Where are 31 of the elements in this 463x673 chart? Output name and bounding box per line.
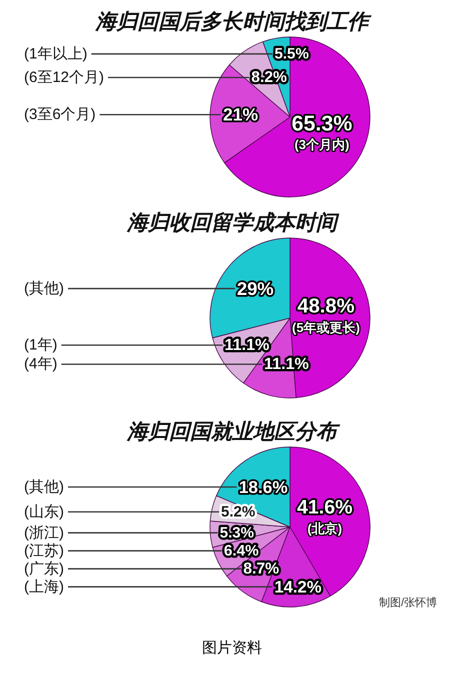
text: 制图/张怀博 [378, 596, 437, 609]
data-label: 48.8% [297, 296, 355, 318]
data-label: 29% [236, 278, 274, 300]
slice-label: (5年或更长) [292, 320, 360, 336]
chart-title: 海归回国后多长时间找到工作 [94, 10, 372, 34]
data-label: 14.2% [274, 577, 322, 596]
slice-label: (广东) [24, 560, 64, 578]
chart-title: 海归回国就业地区分布 [126, 420, 341, 444]
slice-label: (1年) [24, 336, 58, 354]
slice-label: (山东) [24, 503, 64, 520]
slice-label: (北京) [307, 521, 342, 536]
data-label: 6.4% [224, 542, 260, 560]
slice-label: (上海) [24, 578, 64, 596]
slice-label: (1年以上) [24, 45, 88, 62]
slice-label: (其他) [24, 280, 64, 298]
slice-label: (3个月内) [294, 137, 350, 152]
slice-label: (浙江) [24, 524, 64, 542]
data-label: 5.3% [220, 524, 254, 542]
text: 图片资料 [202, 640, 262, 656]
slice-label: (4年) [24, 356, 58, 373]
slice-label: (6至12个月) [24, 68, 104, 86]
slice-label: (其他) [24, 478, 64, 496]
data-label: 41.6% [296, 496, 353, 519]
data-label: 5.2% [221, 503, 256, 520]
slice-label: (江苏) [24, 542, 64, 560]
data-label: 21% [222, 104, 258, 125]
data-label: 65.3% [292, 112, 352, 136]
chart-title: 海归收回留学成本时间 [126, 212, 340, 234]
data-label: 18.6% [238, 476, 288, 497]
data-label: 11.1% [224, 336, 270, 354]
slice-label: (3至6个月) [24, 106, 96, 124]
